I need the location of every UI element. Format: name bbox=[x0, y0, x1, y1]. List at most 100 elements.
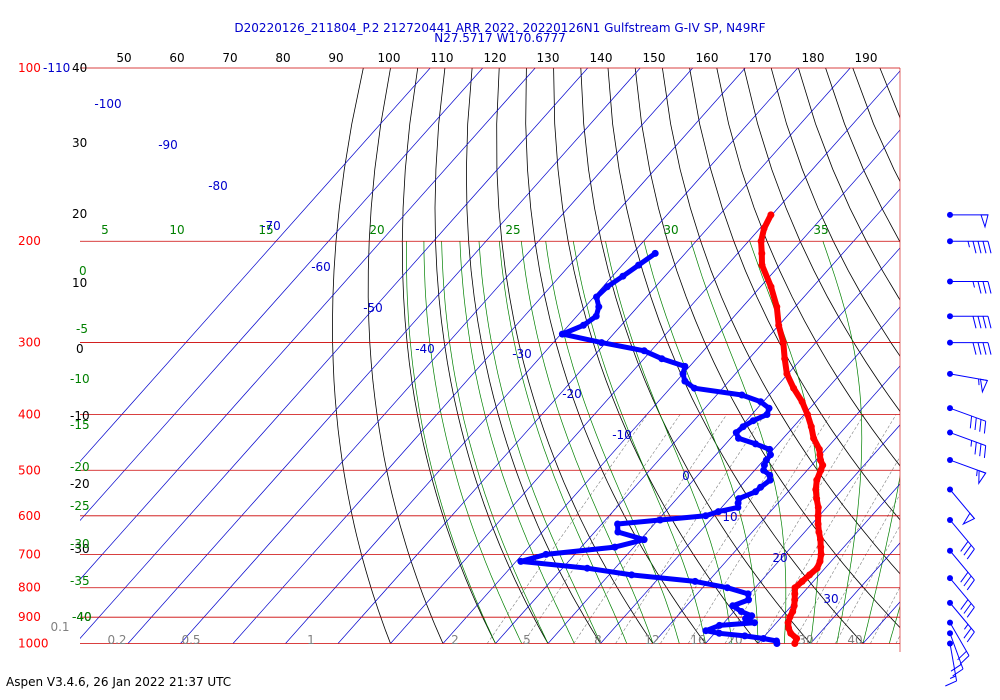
footer-version: Aspen V3.4.6, 26 Jan 2022 21:37 UTC bbox=[6, 675, 232, 689]
pressure-label: 300 bbox=[18, 336, 41, 350]
wind-barb-half-feather bbox=[976, 469, 978, 477]
isotherm-label: -40 bbox=[415, 342, 435, 356]
wind-barb bbox=[947, 278, 992, 294]
dewpoint-point bbox=[558, 330, 566, 338]
temperature-point bbox=[767, 211, 775, 219]
top-axis-label: 110 bbox=[431, 51, 454, 65]
wind-barb bbox=[947, 405, 987, 434]
temperature-point bbox=[786, 613, 794, 621]
left-scale-label: -30 bbox=[70, 542, 90, 556]
dry-adiabat bbox=[989, 68, 1000, 644]
temperature-point bbox=[813, 476, 821, 484]
mixing-ratio-label: 40 bbox=[847, 633, 862, 647]
wind-barb-feather bbox=[963, 575, 972, 587]
isotherm bbox=[495, 188, 900, 644]
wind-barb-flag bbox=[961, 512, 976, 526]
dewpoint-point bbox=[757, 483, 765, 491]
wind-barb-staff bbox=[949, 602, 975, 633]
temperature-point bbox=[785, 624, 793, 632]
isotherm bbox=[127, 68, 641, 644]
pressure-label: 200 bbox=[18, 234, 41, 248]
mixing-ratio-line bbox=[792, 456, 900, 644]
temperature-point bbox=[806, 571, 814, 579]
isotherm-label: 0 bbox=[682, 469, 690, 483]
isotherm bbox=[80, 68, 431, 463]
moist-adiabat bbox=[441, 241, 549, 644]
isotherm bbox=[757, 483, 900, 644]
temperature-point bbox=[815, 528, 823, 536]
top-axis-label: 70 bbox=[222, 51, 237, 65]
mixing-ratio-line bbox=[895, 634, 900, 644]
wind-barb-flag bbox=[980, 214, 989, 229]
temperature-point bbox=[757, 237, 765, 245]
temperature-point bbox=[791, 584, 799, 592]
wind-barb bbox=[947, 211, 989, 229]
wind-barb-feather bbox=[983, 421, 987, 434]
dewpoint-point bbox=[658, 355, 666, 363]
left-scale-label: -20 bbox=[70, 460, 90, 474]
dewpoint-point bbox=[542, 550, 550, 558]
dewpoint-point bbox=[691, 577, 699, 585]
dewpoint-point bbox=[745, 596, 752, 604]
top-axis-label: 140 bbox=[590, 51, 613, 65]
wind-barb-feather bbox=[974, 442, 977, 455]
dry-adiabat bbox=[879, 68, 900, 119]
wind-barb-feather bbox=[963, 603, 972, 614]
dewpoint-point bbox=[752, 440, 759, 448]
pressure-label: 500 bbox=[18, 463, 41, 477]
mixing-ratio-line bbox=[760, 414, 897, 644]
mixing-ratio-label: 16 bbox=[690, 633, 705, 647]
wind-barb-feather bbox=[972, 316, 977, 329]
dewpoint-point bbox=[735, 495, 743, 503]
dewpoint-point bbox=[593, 293, 600, 301]
dewpoint-point bbox=[716, 621, 723, 629]
temperature-point bbox=[810, 434, 818, 442]
dewpoint-point bbox=[579, 321, 587, 329]
dry-adiabat bbox=[401, 68, 496, 644]
dry-adiabat bbox=[743, 68, 900, 413]
wind-barb-feather bbox=[960, 599, 969, 610]
wind-barb-feather bbox=[966, 631, 975, 643]
dewpoint-point bbox=[767, 451, 774, 459]
dry-adiabat bbox=[525, 68, 706, 644]
isotherm bbox=[232, 68, 746, 644]
top-axis-label: 180 bbox=[802, 51, 825, 65]
isotherm bbox=[652, 365, 900, 644]
top-axis-label: 160 bbox=[696, 51, 719, 65]
pressure-label: 600 bbox=[18, 509, 41, 523]
temperature-point bbox=[775, 321, 783, 329]
dewpoint-point bbox=[757, 398, 765, 406]
mixing-ratio-label: 12 bbox=[644, 633, 659, 647]
dewpoint-point bbox=[741, 632, 749, 640]
adiabat-label: 35 bbox=[813, 223, 828, 237]
left-scale-label: 10 bbox=[72, 276, 87, 290]
top-axis-label: 150 bbox=[643, 51, 666, 65]
dewpoint-point bbox=[760, 635, 767, 642]
dewpoint-point bbox=[714, 508, 722, 516]
wind-barb-staff bbox=[949, 407, 986, 422]
isotherm-label: 20 bbox=[772, 551, 787, 565]
wind-barb bbox=[947, 599, 975, 643]
temperature-point bbox=[783, 370, 791, 378]
moist-adiabat bbox=[423, 241, 523, 644]
dry-adiabat bbox=[770, 68, 900, 357]
wind-barb-feather bbox=[977, 342, 982, 355]
plot-area bbox=[80, 68, 1000, 644]
left-scale-label: 30 bbox=[72, 136, 87, 150]
temperature-point bbox=[779, 339, 787, 347]
wind-barb bbox=[947, 339, 992, 355]
left-scale-label: -30 bbox=[70, 537, 90, 551]
wind-barb-feather bbox=[979, 443, 982, 457]
mixing-ratio-label: 8 bbox=[594, 633, 602, 647]
dry-adiabat bbox=[716, 68, 900, 467]
adiabat-label: 15 bbox=[258, 223, 273, 237]
dewpoint-point bbox=[679, 370, 687, 378]
moist-adiabat bbox=[916, 241, 1000, 643]
adiabat-label: 30 bbox=[663, 223, 678, 237]
wind-barb-staff bbox=[949, 550, 975, 581]
isotherm bbox=[547, 247, 900, 644]
isotherm-label: -10 bbox=[612, 428, 632, 442]
dewpoint-point bbox=[592, 312, 600, 320]
dewpoint-point bbox=[735, 434, 742, 442]
